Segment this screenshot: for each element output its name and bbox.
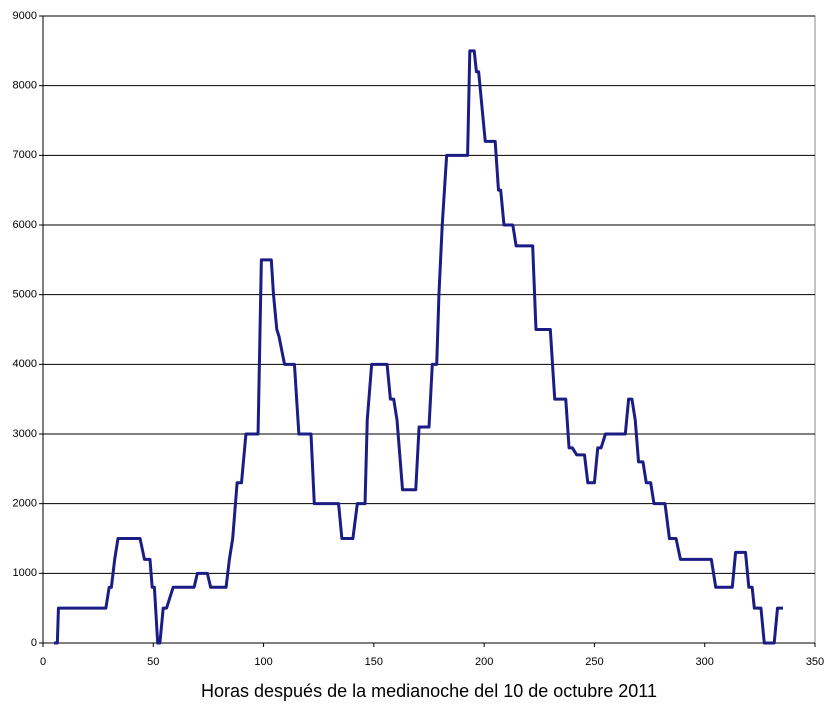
y-tick-label: 8000 (13, 80, 37, 92)
line-series (54, 49, 784, 645)
y-tick-label: 4000 (13, 358, 37, 370)
y-tick-label: 0 (31, 637, 37, 649)
x-tick-label: 100 (254, 656, 272, 668)
y-tick-label: 1000 (13, 567, 37, 579)
x-tick-label: 50 (147, 656, 159, 668)
x-tick-label: 200 (475, 656, 493, 668)
y-tick-label: 2000 (13, 498, 37, 510)
x-axis-label: Horas después de la medianoche del 10 de… (201, 681, 657, 701)
x-tick-label: 150 (365, 656, 383, 668)
y-tick-label: 6000 (13, 219, 37, 231)
y-tick-label: 5000 (13, 289, 37, 301)
y-tick-label: 3000 (13, 428, 37, 440)
y-tick-label: 9000 (13, 10, 37, 22)
x-tick-label: 350 (806, 656, 824, 668)
x-tick-label: 300 (696, 656, 714, 668)
x-tick-label: 250 (585, 656, 603, 668)
plot-frame (42, 15, 816, 644)
y-tick-label: 7000 (13, 149, 37, 161)
x-tick-label: 0 (40, 656, 46, 668)
